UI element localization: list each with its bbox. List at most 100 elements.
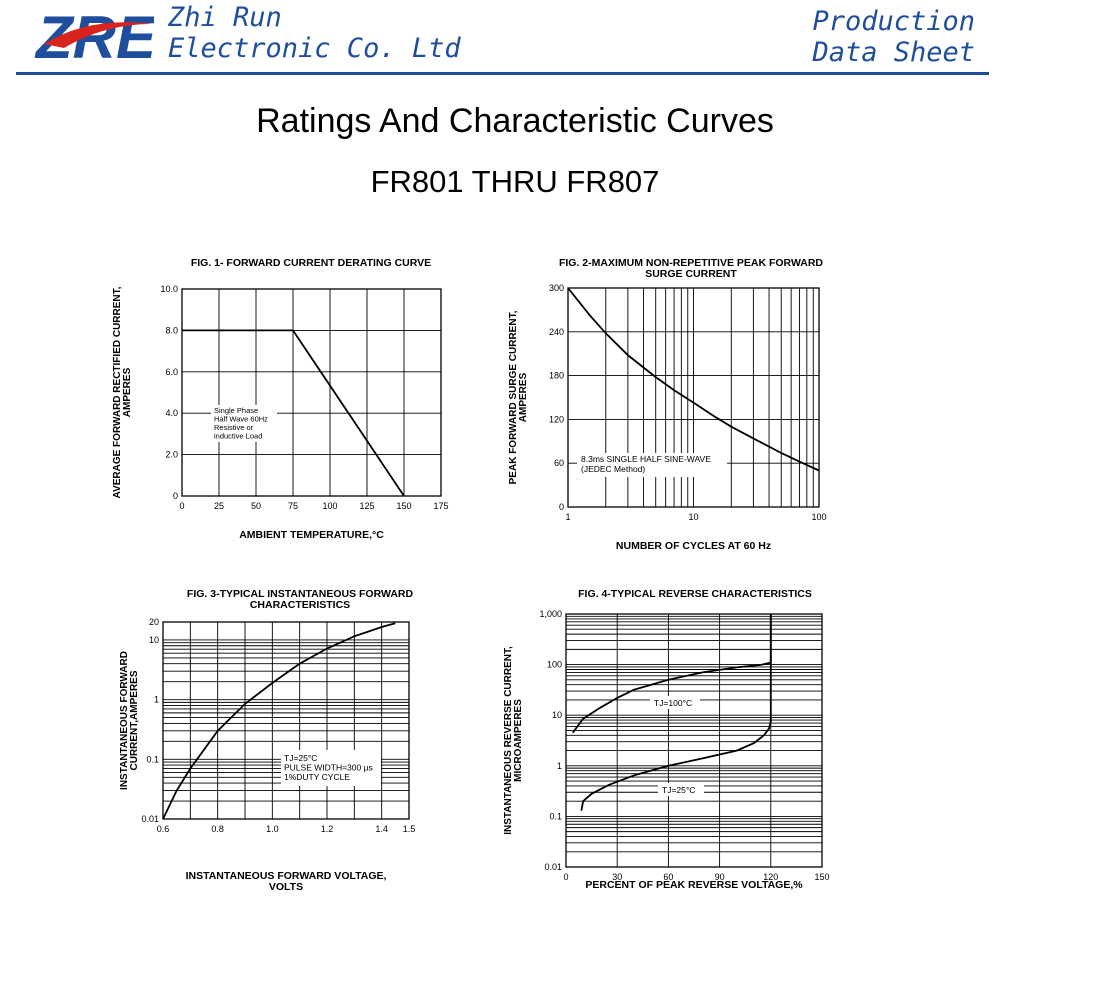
fig3-title: FIG. 3-TYPICAL INSTANTANEOUS FORWARD (187, 588, 414, 600)
logo-swoosh (44, 22, 152, 48)
fig2-y-axis-label: PEAK FORWARD SURGE CURRENT, (508, 310, 519, 484)
fig3-x-tick-label: 1.4 (375, 824, 388, 834)
fig1-annotation-text: inductive Load (214, 432, 262, 441)
fig2-annotation-text: (JEDEC Method) (581, 464, 645, 474)
fig3-annotation-text: TJ=25°C (284, 753, 317, 763)
fig3-grid (162, 621, 410, 820)
fig1-y-tick-label: 0 (173, 491, 178, 501)
fig1-title: FIG. 1- FORWARD CURRENT DERATING CURVE (191, 257, 431, 269)
fig1-x-tick-label: 125 (359, 501, 374, 511)
fig4-series-line (580, 614, 772, 811)
fig3-chart: 0.6 0.8 1.0 1.2 1.4 1.5 0.01 0.1 1 10 20 FIG. 3-TYP… (119, 588, 415, 893)
fig2-y-tick-label: 0 (559, 502, 564, 512)
logo-text: ZRE (34, 4, 154, 64)
fig4-title: FIG. 4-TYPICAL REVERSE CHARACTERISTICS (578, 588, 812, 600)
fig2-y-tick-label: 120 (549, 414, 564, 424)
fig4-x-tick-label: 120 (763, 872, 778, 882)
fig3-y-tick-label: 20 (149, 617, 159, 627)
fig1-series-line (182, 329, 405, 497)
fig2-x-tick-label: 1 (565, 512, 570, 522)
fig4-series-line (572, 614, 772, 734)
fig3-series-line (162, 622, 396, 820)
fig1-x-tick-label: 0 (179, 501, 184, 511)
fig2-title: FIG. 2-MAXIMUM NON-REPETITIVE PEAK FORWA… (559, 257, 823, 269)
fig1-x-axis-label: AMBIENT TEMPERATURE,°C (239, 529, 384, 541)
fig4-y-tick-label: 0.1 (549, 811, 562, 821)
fig1-plot-frame (181, 288, 442, 497)
page-header: ZRE Zhi Run Electronic Co. Ltd Productio… (0, 0, 1095, 80)
fig4-chart: 0 30 60 90 120 150 0.01 0.1 1 10 100 1,000 FIG. 4-TY… (503, 588, 830, 891)
fig1-y-tick-label: 2.0 (165, 450, 178, 460)
fig3-y-axis-label: INSTANTANEOUS FORWARD (119, 651, 130, 790)
fig4-x-tick-label: 30 (612, 872, 622, 882)
fig4-y-axis-label: INSTANTANEOUS REVERSE CURRENT, (503, 646, 514, 835)
fig2-annotation-box (577, 453, 727, 477)
fig3-y-tick-label: 1 (154, 695, 159, 705)
fig1-y-axis-label: AMPERES (122, 367, 133, 417)
fig2-y-tick-label: 60 (554, 458, 564, 468)
fig1-x-tick-label: 25 (214, 501, 224, 511)
fig4-y-tick-label: 0.01 (544, 862, 562, 872)
document-type: Production Data Sheet (812, 6, 975, 68)
company-line-2: Electronic Co. Ltd (168, 33, 461, 64)
fig3-x-axis-label: VOLTS (269, 881, 303, 893)
fig3-title: CHARACTERISTICS (250, 599, 350, 611)
fig1-annotation-text: Half Wave 60Hz (214, 415, 268, 424)
fig3-annotation-text: 1%DUTY CYCLE (284, 772, 350, 782)
header-divider (16, 72, 989, 75)
fig4-grid (565, 613, 823, 868)
fig4-y-tick-label: 1,000 (539, 609, 562, 619)
fig1-annotation-text: Resistive or (214, 423, 254, 432)
company-name: Zhi Run Electronic Co. Ltd (168, 2, 461, 64)
fig2-plot-frame (567, 287, 820, 508)
fig1-annotation-text: Single Phase (214, 406, 258, 415)
fig4-y-axis-label: MICROAMPERES (513, 699, 524, 782)
fig2-y-tick-label: 240 (549, 327, 564, 337)
fig1-y-tick-label: 4.0 (165, 408, 178, 418)
fig3-y-tick-label: 10 (149, 635, 159, 645)
fig4-x-tick-label: 0 (563, 872, 568, 882)
fig4-series-label: TJ=100°C (654, 698, 692, 708)
fig2-series-line (567, 287, 820, 472)
fig4-plot-frame (565, 613, 823, 868)
fig3-annotation-text: PULSE WIDTH=300 µs (284, 763, 373, 773)
fig3-annotation-box (281, 750, 381, 786)
fig1-x-tick-label: 100 (322, 501, 337, 511)
fig3-x-axis-label: INSTANTANEOUS FORWARD VOLTAGE, (186, 870, 387, 882)
fig3-x-tick-label: 0.8 (211, 824, 224, 834)
fig2-x-axis-label: NUMBER OF CYCLES AT 60 Hz (616, 540, 771, 552)
fig1-grid (181, 288, 442, 497)
page-title: Ratings And Characteristic Curves (256, 102, 774, 140)
fig1-x-tick-label: 50 (251, 501, 261, 511)
document-type-line-1: Production (812, 6, 975, 37)
fig4-x-tick-label: 60 (663, 872, 673, 882)
fig4-y-tick-label: 100 (547, 660, 562, 670)
fig1-x-tick-label: 75 (288, 501, 298, 511)
fig3-x-tick-label: 1.2 (321, 824, 334, 834)
fig4-x-tick-label: 150 (814, 872, 829, 882)
fig4-series-label: TJ=25°C (662, 785, 695, 795)
part-range-subtitle: FR801 THRU FR807 (370, 164, 660, 199)
fig3-y-tick-label: 0.1 (146, 754, 159, 764)
fig3-x-tick-label: 0.6 (157, 824, 170, 834)
fig1-chart: 0 25 50 75 100 125 150 175 0 2.0 4.0 6.0 8.0 10.0 FIG.… (112, 257, 449, 541)
fig1-y-tick-label: 10.0 (160, 284, 178, 294)
company-line-1: Zhi Run (168, 2, 282, 33)
document-type-line-2: Data Sheet (812, 37, 975, 68)
fig2-x-tick-label: 10 (688, 512, 698, 522)
fig3-x-tick-label: 1.5 (403, 824, 416, 834)
fig1-y-axis-label: AVERAGE FORWARD RECTIFIED CURRENT, (112, 286, 123, 498)
fig2-y-axis-label: AMPERES (518, 372, 529, 422)
fig3-x-tick-label: 1.0 (266, 824, 279, 834)
fig1-x-tick-label: 175 (433, 501, 448, 511)
fig3-plot-frame (162, 621, 410, 820)
fig2-title: SURGE CURRENT (645, 268, 737, 280)
fig1-y-tick-label: 6.0 (165, 367, 178, 377)
fig3-y-tick-label: 0.01 (141, 814, 159, 824)
fig4-series-label-bg (658, 783, 704, 796)
fig3-y-axis-label: CURRENT,AMPERES (129, 670, 140, 770)
fig2-x-tick-label: 100 (811, 512, 826, 522)
fig4-x-axis-label: PERCENT OF PEAK REVERSE VOLTAGE,% (585, 879, 803, 891)
fig1-y-tick-label: 8.0 (165, 325, 178, 335)
